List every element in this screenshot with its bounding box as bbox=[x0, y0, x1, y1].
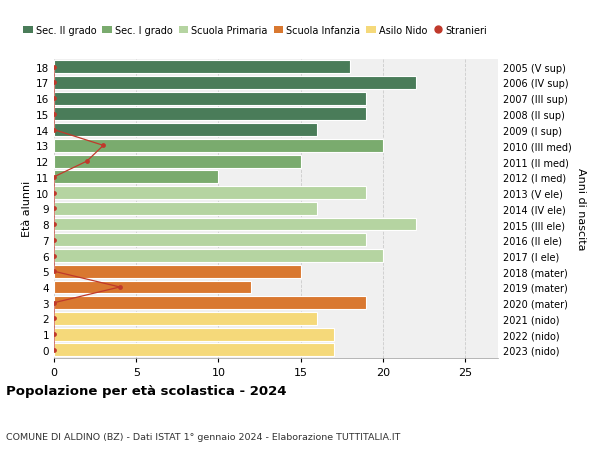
Bar bbox=[54, 328, 334, 341]
Bar bbox=[54, 124, 317, 137]
Point bbox=[49, 64, 59, 71]
Bar bbox=[54, 312, 317, 325]
Point bbox=[49, 95, 59, 103]
Point bbox=[115, 284, 125, 291]
Bar bbox=[54, 250, 383, 263]
Bar bbox=[54, 297, 367, 309]
Point bbox=[49, 315, 59, 322]
Point bbox=[49, 221, 59, 228]
Bar bbox=[54, 93, 367, 106]
Bar bbox=[54, 140, 383, 152]
Point bbox=[98, 142, 108, 150]
Point bbox=[49, 127, 59, 134]
Bar bbox=[54, 61, 350, 74]
Bar bbox=[54, 108, 367, 121]
Point bbox=[49, 347, 59, 354]
Point bbox=[49, 236, 59, 244]
Bar bbox=[54, 77, 416, 90]
Y-axis label: Età alunni: Età alunni bbox=[22, 181, 32, 237]
Bar bbox=[54, 218, 416, 231]
Point bbox=[49, 252, 59, 260]
Y-axis label: Anni di nascita: Anni di nascita bbox=[575, 168, 586, 250]
Text: COMUNE DI ALDINO (BZ) - Dati ISTAT 1° gennaio 2024 - Elaborazione TUTTITALIA.IT: COMUNE DI ALDINO (BZ) - Dati ISTAT 1° ge… bbox=[6, 431, 400, 441]
Point bbox=[49, 111, 59, 118]
Bar bbox=[54, 171, 218, 184]
Bar bbox=[54, 265, 301, 278]
Point bbox=[49, 79, 59, 87]
Point bbox=[49, 268, 59, 275]
Point bbox=[49, 190, 59, 197]
Point bbox=[49, 174, 59, 181]
Point bbox=[49, 299, 59, 307]
Bar bbox=[54, 202, 317, 215]
Bar bbox=[54, 155, 301, 168]
Point bbox=[49, 331, 59, 338]
Bar bbox=[54, 281, 251, 294]
Bar bbox=[54, 234, 367, 246]
Legend: Sec. II grado, Sec. I grado, Scuola Primaria, Scuola Infanzia, Asilo Nido, Stran: Sec. II grado, Sec. I grado, Scuola Prim… bbox=[23, 26, 487, 36]
Text: Popolazione per età scolastica - 2024: Popolazione per età scolastica - 2024 bbox=[6, 384, 287, 397]
Point bbox=[82, 158, 92, 165]
Bar bbox=[54, 187, 367, 200]
Bar bbox=[54, 344, 334, 357]
Point bbox=[49, 205, 59, 213]
